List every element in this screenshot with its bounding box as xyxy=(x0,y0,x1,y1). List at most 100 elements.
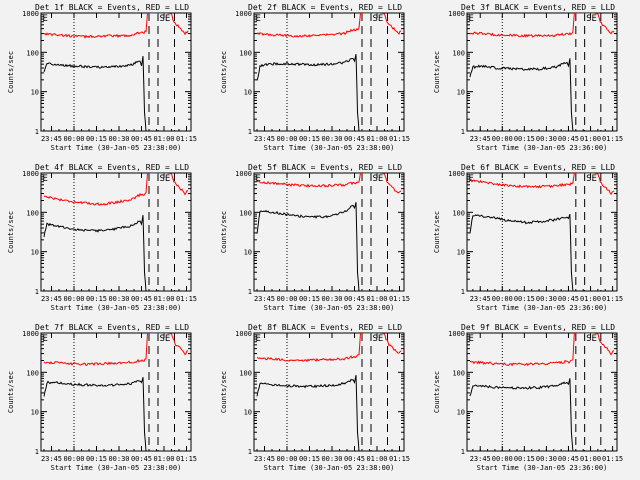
panel-title: Det 4f BLACK = Events, RED = LLD xyxy=(35,163,189,172)
x-tick-label: 00:30 xyxy=(536,295,557,303)
y-tick-label: 10 xyxy=(31,89,39,97)
x-tick-label: 23:45 xyxy=(41,135,62,143)
y-tick-label: 10 xyxy=(244,249,252,257)
x-tick-label: 00:15 xyxy=(299,295,320,303)
series-lld xyxy=(43,333,188,367)
marker-label: E xyxy=(256,14,261,24)
x-tick-label: 01:15 xyxy=(176,135,197,143)
panel-det-1f: Det 1f BLACK = Events, RED = LLD 1 10 100 10… xyxy=(7,3,197,152)
x-tick-label: 01:00 xyxy=(366,295,387,303)
x-tick-label: 00:00 xyxy=(63,295,84,303)
x-tick-label: 01:15 xyxy=(602,295,623,303)
x-tick-label: 01:15 xyxy=(176,455,197,463)
marker-label: SE xyxy=(373,334,384,344)
x-tick-label: 00:30 xyxy=(108,295,129,303)
x-tick-label: 00:15 xyxy=(514,455,535,463)
x-tick-label: 23:45 xyxy=(470,135,491,143)
x-tick-label: 00:45 xyxy=(344,135,365,143)
x-axis-label: Start Time (30-Jan-05 23:38:00) xyxy=(51,144,182,152)
x-tick-label: 23:45 xyxy=(41,455,62,463)
x-tick-label: 23:45 xyxy=(470,295,491,303)
series-lld xyxy=(256,13,402,38)
y-tick-label: 1 xyxy=(248,288,252,296)
x-tick-label: 00:45 xyxy=(558,455,579,463)
y-tick-label: 100 xyxy=(239,49,252,57)
x-tick-label: 00:45 xyxy=(344,455,365,463)
series-events xyxy=(43,215,147,291)
y-tick-label: 1 xyxy=(461,128,465,136)
y-tick-label: 1 xyxy=(35,288,39,296)
y-axis-label: Counts/sec xyxy=(7,371,15,413)
y-axis-label: Counts/sec xyxy=(433,371,441,413)
y-tick-label: 1 xyxy=(461,448,465,456)
marker-label: E xyxy=(43,174,48,184)
x-tick-label: 00:00 xyxy=(276,295,297,303)
x-tick-label: 01:00 xyxy=(153,135,174,143)
y-axis-label: Counts/sec xyxy=(220,211,228,253)
y-tick-label: 100 xyxy=(452,49,465,57)
x-tick-label: 01:15 xyxy=(602,455,623,463)
marker-label: E xyxy=(468,334,473,344)
x-tick-label: 00:00 xyxy=(276,135,297,143)
panel-title: Det 1f BLACK = Events, RED = LLD xyxy=(35,3,189,12)
x-tick-label: 01:15 xyxy=(389,135,410,143)
y-axis-label: Counts/sec xyxy=(7,51,15,93)
x-tick-label: 00:30 xyxy=(108,455,129,463)
x-tick-label: 00:45 xyxy=(131,135,152,143)
y-tick-label: 1000 xyxy=(448,330,465,338)
x-tick-label: 00:00 xyxy=(492,455,513,463)
marker-label: E xyxy=(468,14,473,24)
x-tick-label: 00:45 xyxy=(131,455,152,463)
marker-label: SE xyxy=(373,174,384,184)
series-events xyxy=(256,202,360,291)
x-tick-label: 00:15 xyxy=(299,135,320,143)
x-tick-label: 00:30 xyxy=(321,455,342,463)
y-tick-label: 10 xyxy=(31,249,39,257)
panel-det-2f: Det 2f BLACK = Events, RED = LLD 1 10 100 10… xyxy=(220,3,410,152)
y-tick-label: 100 xyxy=(452,209,465,217)
plot-frame xyxy=(253,12,405,132)
x-tick-label: 00:15 xyxy=(86,295,107,303)
panel-title: Det 2f BLACK = Events, RED = LLD xyxy=(248,3,402,12)
y-tick-label: 1000 xyxy=(22,330,39,338)
x-tick-label: 00:30 xyxy=(321,135,342,143)
y-tick-label: 1 xyxy=(35,128,39,136)
x-tick-label: 01:15 xyxy=(389,455,410,463)
panel-det-7f: Det 7f BLACK = Events, RED = LLD 1 10 100 10… xyxy=(7,323,197,472)
panel-det-4f: Det 4f BLACK = Events, RED = LLD 1 10 100 10… xyxy=(7,163,197,312)
plot-frame xyxy=(40,332,192,452)
x-tick-label: 00:15 xyxy=(514,135,535,143)
series-events xyxy=(43,377,147,451)
x-axis-label: Start Time (30-Jan-05 23:36:00) xyxy=(477,304,608,312)
panel-det-8f: Det 8f BLACK = Events, RED = LLD 1 10 100 10… xyxy=(220,323,410,472)
x-tick-label: 00:15 xyxy=(86,455,107,463)
x-tick-label: 00:30 xyxy=(321,295,342,303)
x-tick-label: 23:45 xyxy=(254,135,275,143)
series-lld xyxy=(43,173,189,206)
y-axis-label: Counts/sec xyxy=(7,211,15,253)
y-tick-label: 100 xyxy=(239,209,252,217)
y-tick-label: 100 xyxy=(26,209,39,217)
y-tick-label: 10 xyxy=(244,89,252,97)
y-tick-label: 10 xyxy=(31,409,39,417)
y-tick-label: 1000 xyxy=(22,170,39,178)
x-tick-label: 00:45 xyxy=(558,295,579,303)
y-tick-label: 1 xyxy=(248,448,252,456)
x-axis-label: Start Time (30-Jan-05 23:38:00) xyxy=(51,464,182,472)
panel-det-5f: Det 5f BLACK = Events, RED = LLD 1 10 100 10… xyxy=(220,163,410,312)
y-tick-label: 1000 xyxy=(235,170,252,178)
x-tick-label: 23:45 xyxy=(470,455,491,463)
y-tick-label: 1000 xyxy=(235,10,252,18)
marker-label: E xyxy=(43,14,48,24)
x-tick-label: 00:00 xyxy=(276,455,297,463)
x-tick-label: 00:15 xyxy=(299,455,320,463)
x-tick-label: 23:45 xyxy=(254,295,275,303)
plot-frame xyxy=(253,332,405,452)
plot-frame xyxy=(40,12,192,132)
x-tick-label: 00:30 xyxy=(536,135,557,143)
y-tick-label: 10 xyxy=(457,89,465,97)
panel-title: Det 7f BLACK = Events, RED = LLD xyxy=(35,323,189,332)
y-tick-label: 100 xyxy=(452,369,465,377)
y-tick-label: 10 xyxy=(244,409,252,417)
y-tick-label: 1000 xyxy=(448,10,465,18)
